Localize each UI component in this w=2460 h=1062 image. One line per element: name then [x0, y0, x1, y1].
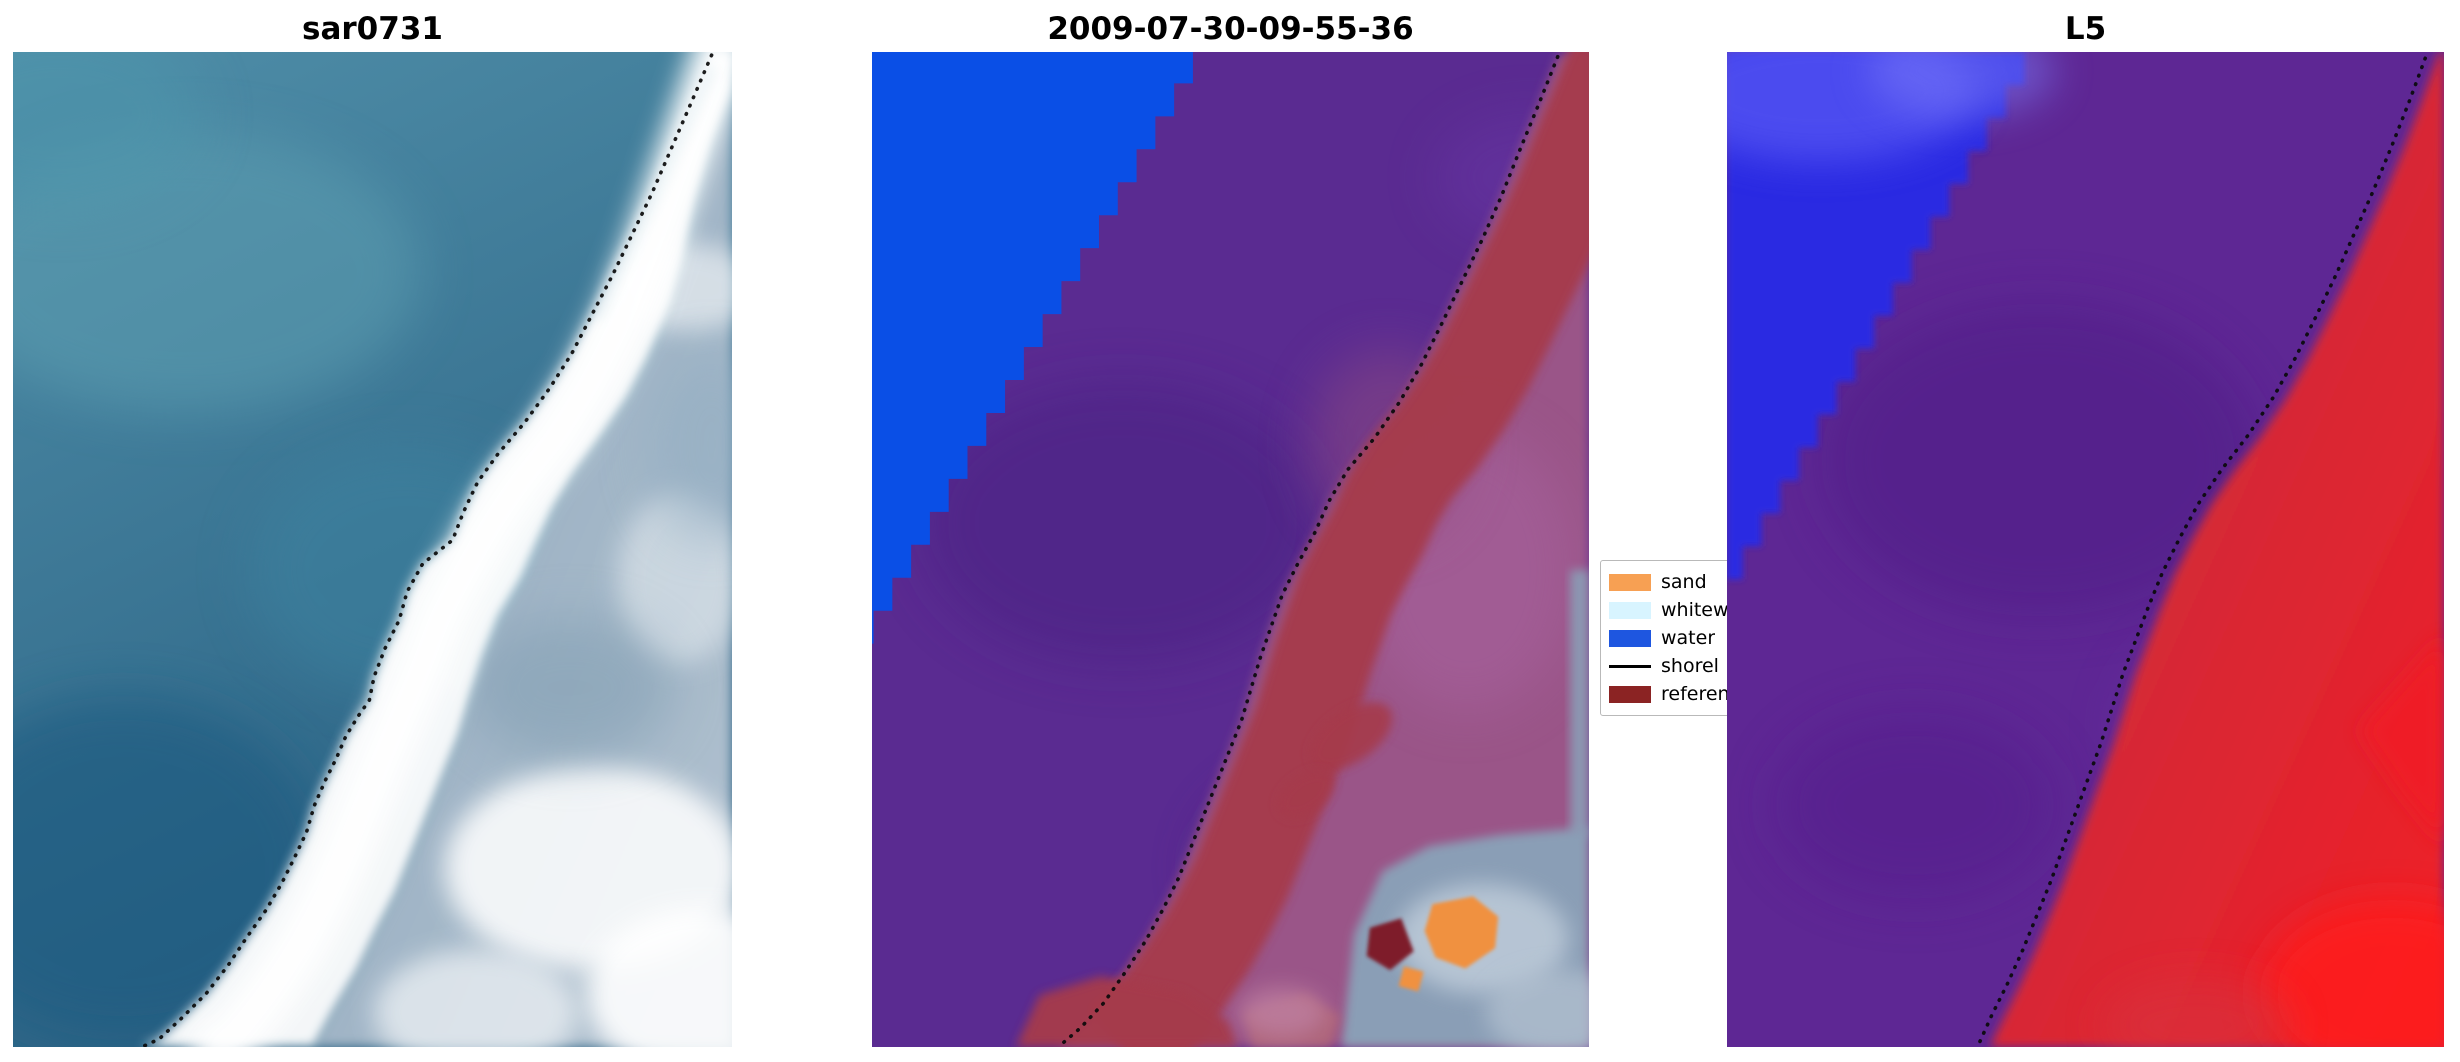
l5-image: [1727, 52, 2444, 1047]
legend: sand whitew water shorel referen: [1600, 560, 1750, 716]
cloud-blob: [374, 949, 579, 1047]
sar-image: [13, 52, 732, 1047]
shoreline-dots: [139, 53, 714, 1047]
legend-label-sand: sand: [1661, 571, 1707, 593]
bright-red-corner: [2259, 899, 2444, 1047]
sand-patch: [1424, 896, 1499, 969]
legend-item-reference: referen: [1609, 682, 1741, 706]
legend-item-sand: sand: [1609, 570, 1741, 594]
panel-title-date: 2009-07-30-09-55-36: [1047, 11, 1414, 47]
texture-blob: [1773, 711, 2056, 900]
sand-patch: [1398, 966, 1424, 992]
unclassified-strip: [1570, 569, 1589, 837]
texture-blob: [2102, 977, 2291, 1047]
legend-item-shoreline: shorel: [1609, 654, 1741, 678]
water-region: [1727, 52, 2025, 580]
panel-l5: [1727, 52, 2444, 1047]
panel-classified: [872, 52, 1589, 1047]
legend-label-water: water: [1661, 627, 1716, 649]
shoreline-dots: [1975, 56, 2428, 1047]
panel-sar0731: [13, 52, 732, 1047]
reference-patch: [1277, 770, 1334, 819]
legend-swatch-sand: [1609, 573, 1651, 591]
foam-streak: [592, 65, 718, 321]
cloud-blob: [586, 907, 732, 1047]
reference-patch: [1366, 918, 1414, 971]
reference-shoreline-band: [1088, 52, 1589, 1047]
legend-swatch-shoreline: [1609, 664, 1651, 668]
legend-item-water: water: [1609, 626, 1741, 650]
texture-blob: [1238, 987, 1326, 1038]
texture-blob: [918, 381, 1326, 665]
legend-label-whitewater: whitew: [1661, 599, 1729, 621]
texture-blob: [1485, 968, 1589, 1047]
reference-patch: [1309, 702, 1393, 771]
legend-swatch-whitewater: [1609, 601, 1651, 619]
panel-title-sar0731: sar0731: [302, 11, 443, 47]
texture-blob: [1820, 303, 2260, 617]
panel-title-l5: L5: [2064, 11, 2107, 47]
texture-blob: [1867, 52, 2056, 118]
texture-blob: [13, 52, 202, 209]
texture-blob: [468, 616, 673, 759]
classified-image: [872, 52, 1589, 1047]
shoreline-dots: [1056, 54, 1560, 1047]
legend-label-shoreline: shorel: [1661, 655, 1719, 677]
water-class-region: [872, 52, 1193, 644]
beach-band-core: [190, 52, 732, 1047]
bright-red-wedge: [2359, 635, 2444, 845]
legend-item-whitewater: whitew: [1609, 598, 1741, 622]
legend-swatch-water: [1609, 629, 1651, 647]
legend-swatch-reference: [1609, 685, 1651, 703]
reference-patch: [1016, 976, 1237, 1047]
red-land-region: [1990, 52, 2444, 1047]
legend-label-reference: referen: [1661, 683, 1730, 705]
texture-blob: [648, 350, 732, 539]
